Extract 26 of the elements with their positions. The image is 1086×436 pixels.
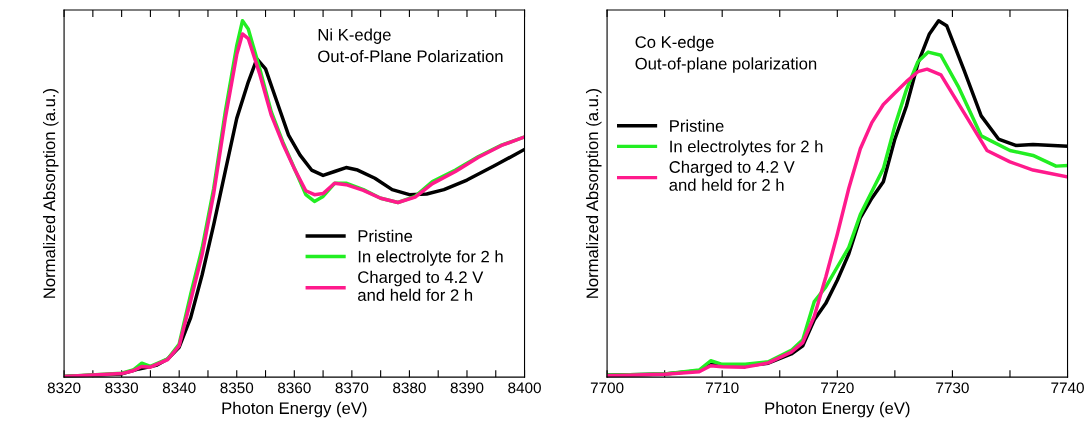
x-tick-label: 8330 <box>105 382 139 394</box>
y-axis-title: Normalized Absorption (a.u.) <box>585 89 602 298</box>
legend-label: Charged to 4.2 V and held for 2 h <box>669 160 795 191</box>
annotation: Ni K-edge Out-of-Plane Polarization <box>318 28 503 63</box>
x-tick-label: 7720 <box>821 382 854 394</box>
x-tick-label: 7730 <box>936 382 969 394</box>
x-tick-label: 7740 <box>1051 382 1084 394</box>
x-tick-label: 8360 <box>277 382 311 394</box>
legend-label: Charged to 4.2 V and held for 2 h <box>358 270 484 301</box>
y-axis-title: Normalized Absorption (a.u.) <box>42 89 59 298</box>
annotation: Co K-edge Out-of-plane polarization <box>635 35 817 73</box>
x-axis-title: Photon Energy (eV) <box>765 401 910 418</box>
x-tick-label: 8350 <box>220 382 254 394</box>
x-tick-label: 8370 <box>335 382 369 394</box>
legend-label: In electrolytes for 2 h <box>670 140 823 156</box>
x-tick-label: 8320 <box>47 382 81 394</box>
x-tick-label: 8340 <box>162 382 196 394</box>
x-axis-title: Photon Energy (eV) <box>222 401 367 418</box>
x-tick-label: 8400 <box>508 382 541 394</box>
x-tick-label: 7710 <box>705 382 739 394</box>
legend-label: Pristine <box>358 229 413 242</box>
legend-label: In electrolyte for 2 h <box>358 250 503 266</box>
x-tick-label: 8390 <box>450 382 484 394</box>
legend-label: Pristine <box>670 119 724 132</box>
x-tick-label: 8380 <box>393 382 426 394</box>
x-tick-label: 7700 <box>590 382 624 394</box>
